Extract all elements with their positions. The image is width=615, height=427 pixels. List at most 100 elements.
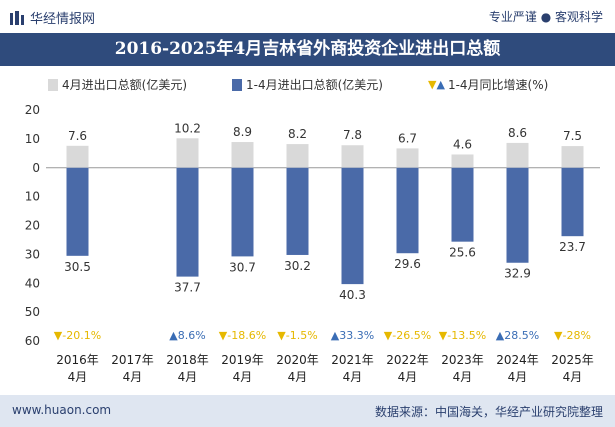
data-label-april: 7.6 [68, 129, 87, 143]
data-label-april: 8.9 [233, 125, 252, 139]
data-label-april: 10.2 [174, 121, 201, 135]
chart-title: 2016-2025年4月吉林省外商投资企业进出口总额 [114, 39, 501, 59]
down-triangle-icon: ▼ [219, 329, 228, 342]
data-label-ytd: 30.7 [229, 260, 256, 274]
data-label-ytd: 40.3 [339, 288, 366, 302]
legend-item-ytd: 1-4月进出口总额(亿美元) [232, 76, 383, 93]
chart-area: 201001020304050607.630.5▼-20.1%2016年4月20… [25, 103, 600, 384]
x-tick-label: 2019年 [221, 353, 264, 367]
logo-icon [10, 10, 24, 25]
growth-label: ▼-13.5% [439, 329, 486, 342]
growth-label: ▼-26.5% [384, 329, 431, 342]
chart-legend: 4月进出口总额(亿美元) 1-4月进出口总额(亿美元) ▼▲ 1-4月同比增速(… [0, 72, 615, 98]
x-tick-label: 2021年 [331, 353, 374, 367]
legend-swatch-april [48, 78, 58, 91]
y-tick-label: 40 [25, 276, 40, 290]
legend-label-ytd: 1-4月进出口总额(亿美元) [246, 78, 383, 92]
x-tick-label: 4月 [398, 370, 418, 384]
data-label-ytd: 29.6 [394, 257, 421, 271]
growth-value: -20.1% [62, 329, 101, 342]
x-tick-label: 4月 [68, 370, 88, 384]
growth-label: ▲28.5% [496, 329, 539, 342]
y-tick-label: 30 [25, 247, 40, 261]
data-label-ytd: 25.6 [449, 246, 476, 260]
data-label-april: 6.7 [398, 131, 417, 145]
bar-april [176, 138, 199, 168]
growth-label: ▼-28% [554, 329, 591, 342]
growth-value: -1.5% [286, 329, 318, 342]
growth-value: -13.5% [447, 329, 486, 342]
bar-april [451, 154, 474, 168]
y-tick-label: 10 [25, 190, 40, 204]
x-tick-label: 4月 [563, 370, 583, 384]
growth-label: ▲8.6% [169, 329, 205, 342]
x-tick-label: 4月 [508, 370, 528, 384]
top-bar: 华经情报网 专业严谨 ● 客观科学 [0, 0, 615, 33]
x-tick-label: 2020年 [276, 353, 319, 367]
growth-value: 28.5% [504, 329, 539, 342]
x-tick-label: 4月 [233, 370, 253, 384]
legend-swatch-ytd [232, 78, 242, 91]
up-triangle-icon: ▲ [169, 329, 178, 342]
data-label-april: 8.2 [288, 127, 307, 141]
data-label-april: 7.5 [563, 129, 582, 143]
y-tick-label: 20 [25, 219, 40, 233]
x-tick-label: 4月 [288, 370, 308, 384]
y-tick-label: 60 [25, 334, 40, 348]
growth-value: -18.6% [227, 329, 266, 342]
up-triangle-icon: ▲ [331, 329, 340, 342]
down-triangle-icon: ▼ [54, 329, 63, 342]
title-bar: 2016-2025年4月吉林省外商投资企业进出口总额 [0, 33, 615, 66]
data-label-april: 8.6 [508, 126, 527, 140]
legend-label-april: 4月进出口总额(亿美元) [62, 78, 187, 92]
x-tick-label: 2016年 [56, 353, 99, 367]
legend-label-growth: 1-4月同比增速(%) [447, 78, 549, 92]
bar-ytd [451, 167, 474, 242]
y-tick-label: 0 [32, 161, 40, 175]
bar-april [341, 145, 364, 168]
x-tick-label: 2024年 [496, 353, 539, 367]
x-tick-label: 4月 [453, 370, 473, 384]
growth-label: ▼-20.1% [54, 329, 101, 342]
bar-april [231, 142, 254, 168]
y-tick-label: 20 [25, 103, 40, 117]
x-tick-label: 2025年 [551, 353, 594, 367]
x-tick-label: 2018年 [166, 353, 209, 367]
data-label-ytd: 30.2 [284, 259, 311, 273]
data-label-april: 7.8 [343, 128, 362, 142]
growth-value: -26.5% [392, 329, 431, 342]
growth-value: 8.6% [178, 329, 206, 342]
growth-label: ▲33.3% [331, 329, 374, 342]
down-triangle-icon: ▼ [554, 329, 563, 342]
bar-april [396, 148, 419, 168]
down-triangle-icon: ▼ [439, 329, 448, 342]
legend-item-growth: ▼▲ 1-4月同比增速(%) [428, 76, 548, 93]
bar-april [506, 142, 529, 168]
legend-triangle-icons: ▼▲ [428, 78, 445, 91]
footer-website: www.huaon.com [12, 403, 112, 417]
y-tick-label: 50 [25, 305, 40, 319]
legend-item-april: 4月进出口总额(亿美元) [48, 76, 187, 93]
bar-april [286, 144, 309, 168]
bar-april [66, 145, 89, 168]
growth-value: -28% [563, 329, 591, 342]
bar-ytd [561, 167, 584, 237]
x-tick-label: 4月 [123, 370, 143, 384]
footer-source: 数据来源：中国海关，华经产业研究院整理 [374, 405, 603, 419]
logo: 华经情报网 [10, 8, 95, 27]
x-tick-label: 2023年 [441, 353, 484, 367]
y-tick-label: 10 [25, 132, 40, 146]
down-triangle-icon: ▼ [384, 329, 393, 342]
bar-ytd [286, 167, 309, 255]
down-triangle-icon: ▼ [277, 329, 286, 342]
bar-ytd [506, 167, 529, 263]
footer: www.huaon.com 数据来源：中国海关，华经产业研究院整理 [0, 395, 615, 427]
data-label-ytd: 23.7 [559, 240, 586, 254]
bar-ytd [341, 167, 364, 285]
bar-ytd [176, 167, 199, 277]
bar-april [561, 146, 584, 168]
up-triangle-icon: ▲ [496, 329, 505, 342]
bar-ytd [66, 167, 89, 256]
data-label-ytd: 32.9 [504, 267, 531, 281]
growth-label: ▼-18.6% [219, 329, 266, 342]
